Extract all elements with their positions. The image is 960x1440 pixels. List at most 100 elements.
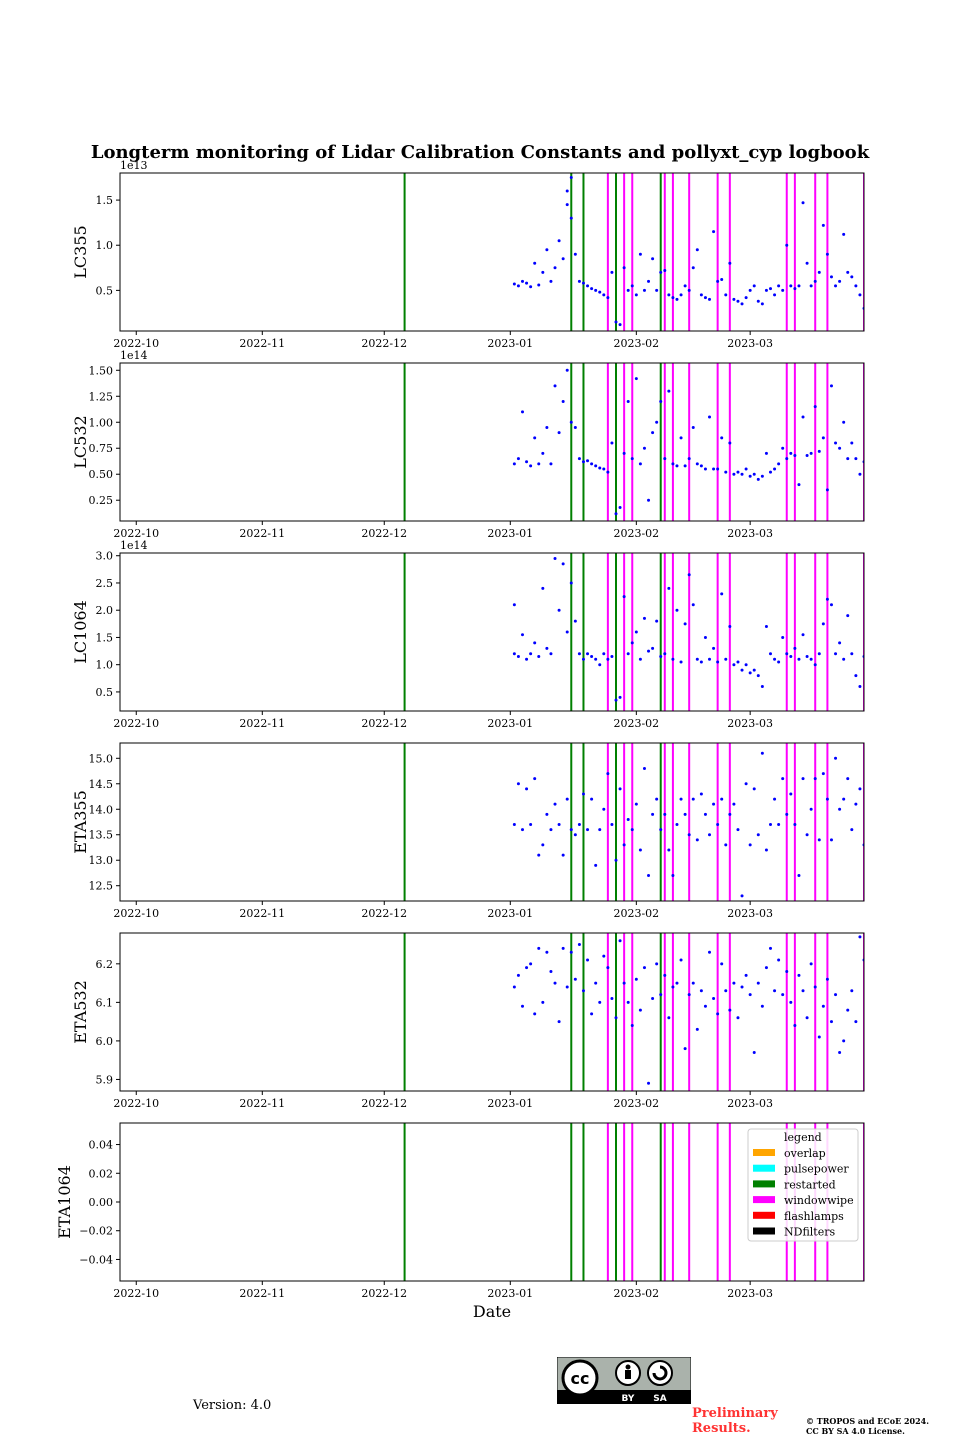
data-point	[573, 977, 577, 981]
y-tick-label: 14.5	[89, 778, 114, 791]
y-axis-label: LC355	[71, 225, 90, 278]
version-label: Version: 4.0	[193, 1398, 272, 1413]
data-point	[764, 966, 768, 970]
data-point	[724, 657, 728, 661]
x-tick-label: 2023-03	[727, 1097, 773, 1110]
data-point	[720, 797, 724, 801]
data-point	[752, 787, 756, 791]
data-point	[858, 684, 862, 688]
data-point	[614, 698, 618, 702]
data-point	[512, 282, 516, 286]
data-point	[687, 833, 691, 837]
data-point	[809, 657, 813, 661]
data-point	[561, 853, 565, 857]
data-point	[687, 993, 691, 997]
data-point	[553, 384, 557, 388]
data-point	[748, 843, 752, 847]
data-point	[663, 457, 667, 461]
y-tick-label: 6.0	[96, 1035, 114, 1048]
y-tick-label: 1.5	[96, 194, 114, 207]
data-point	[740, 668, 744, 672]
panel-frame	[119, 552, 865, 712]
data-point	[809, 451, 813, 455]
data-point	[736, 470, 740, 474]
data-point	[630, 641, 634, 645]
data-point	[716, 823, 720, 827]
data-point	[829, 838, 833, 842]
data-point	[630, 1023, 634, 1027]
data-point	[846, 614, 850, 618]
y-axis-label: ETA1064	[55, 1165, 74, 1239]
data-point	[732, 981, 736, 985]
data-point	[797, 483, 801, 487]
legend-label-windowwipe: windowwipe	[784, 1194, 854, 1207]
data-point	[655, 288, 659, 292]
data-point	[581, 989, 585, 993]
data-point	[537, 283, 541, 287]
data-point	[675, 981, 679, 985]
data-point	[846, 270, 850, 274]
data-point	[634, 802, 638, 806]
data-point	[561, 257, 565, 261]
y-tick-label: 1.0	[96, 239, 114, 252]
y-offset-label: 1e14	[120, 349, 148, 362]
data-point	[647, 279, 651, 283]
data-point	[647, 1081, 651, 1085]
data-point	[545, 812, 549, 816]
data-point	[752, 284, 756, 288]
copyright-notice: © TROPOS and ECoE 2024. CC BY SA 4.0 Lic…	[806, 1416, 956, 1436]
data-point	[659, 993, 663, 997]
data-point	[598, 466, 602, 470]
data-point	[699, 464, 703, 468]
data-point	[651, 646, 655, 650]
data-point	[740, 985, 744, 989]
data-point	[801, 633, 805, 637]
data-point	[651, 997, 655, 1001]
legend-box	[747, 1128, 859, 1242]
data-point	[537, 655, 541, 659]
x-tick-label: 2022-11	[239, 907, 285, 920]
data-point	[614, 512, 618, 516]
data-point	[520, 410, 524, 414]
x-tick-label: 2022-12	[361, 1287, 407, 1300]
x-tick-label: 2022-12	[361, 717, 407, 730]
data-point	[829, 384, 833, 388]
data-point	[834, 441, 838, 445]
data-point	[671, 874, 675, 878]
copyright-line-1: © TROPOS and ECoE 2024.	[806, 1416, 930, 1426]
data-point	[691, 266, 695, 270]
data-point	[679, 660, 683, 664]
y-tick-label: 0.25	[89, 494, 114, 507]
data-point	[565, 797, 569, 801]
data-point	[602, 467, 606, 471]
data-point	[671, 462, 675, 466]
data-point	[773, 797, 777, 801]
data-point	[813, 279, 817, 283]
panel-frame	[119, 362, 865, 522]
data-point	[683, 812, 687, 816]
data-point	[789, 655, 793, 659]
data-point	[764, 625, 768, 629]
data-point	[850, 441, 854, 445]
legend-label-NDfilters: NDfilters	[784, 1226, 835, 1239]
y-tick-label: 2.5	[96, 577, 114, 590]
cc-sa-text: SA	[653, 1394, 666, 1404]
data-point	[525, 460, 529, 464]
data-point	[537, 462, 541, 466]
data-point	[805, 1016, 809, 1020]
data-point	[614, 858, 618, 862]
data-point	[728, 261, 732, 265]
data-point	[695, 657, 699, 661]
data-point	[577, 279, 581, 283]
data-point	[594, 981, 598, 985]
event-lines	[403, 933, 864, 1091]
data-point	[630, 828, 634, 832]
data-point	[752, 1050, 756, 1054]
data-point	[622, 843, 626, 847]
data-point	[561, 562, 565, 566]
data-point	[602, 807, 606, 811]
data-point	[699, 293, 703, 297]
data-point	[557, 1020, 561, 1024]
data-point	[533, 436, 537, 440]
data-point	[651, 812, 655, 816]
